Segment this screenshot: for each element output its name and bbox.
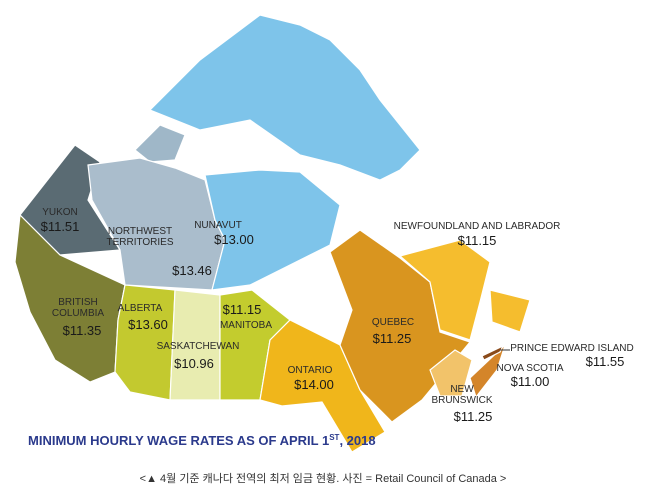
- region-name: NOVA SCOTIA: [496, 363, 563, 374]
- caption: <▲ 4월 기준 캐나다 전역의 최저 임금 현황. 사진 = Retail C…: [140, 472, 507, 485]
- region-wage: $13.00: [214, 232, 254, 247]
- provinces: [14, 14, 531, 453]
- region-name: PRINCE EDWARD ISLAND: [510, 343, 634, 354]
- region-wage: $11.25: [373, 331, 412, 346]
- nunavut: [204, 169, 341, 291]
- ontario: [259, 319, 386, 453]
- title-suffix: , 2018: [339, 433, 375, 448]
- region-wage: $11.00: [511, 374, 550, 389]
- new-brunswick: [429, 349, 473, 397]
- region-name: YUKON: [42, 207, 78, 218]
- region-wage: $11.15: [223, 302, 262, 317]
- region-name: SASKATCHEWAN: [157, 341, 240, 352]
- region-name: BRITISH: [58, 297, 97, 308]
- region-name: NEW: [450, 384, 474, 395]
- region-name: ALBERTA: [118, 303, 163, 314]
- region-wage: $14.00: [294, 377, 334, 392]
- region-wage: $11.51: [41, 219, 80, 234]
- region-name: BRUNSWICK: [431, 395, 492, 406]
- region-wage: $11.15: [458, 233, 497, 248]
- british-columbia: [14, 213, 126, 383]
- title-superscript: ST: [329, 433, 339, 442]
- newfoundland-island: [489, 289, 531, 333]
- region-name: QUEBEC: [372, 317, 414, 328]
- region-name: NORTHWEST: [108, 226, 172, 237]
- region-wage: $11.35: [63, 323, 102, 338]
- region-name: NUNAVUT: [194, 220, 242, 231]
- region-wage: $11.55: [586, 354, 625, 369]
- map-title: MINIMUM HOURLY WAGE RATES AS OF APRIL 1S…: [28, 433, 376, 448]
- region-wage: $10.96: [174, 356, 214, 371]
- region-wage: $13.60: [128, 317, 168, 332]
- region-name: MANITOBA: [220, 320, 272, 331]
- region-wage: $11.25: [454, 409, 493, 424]
- nunavut-islands: [148, 14, 421, 181]
- title-text: MINIMUM HOURLY WAGE RATES AS OF APRIL 1: [28, 433, 329, 448]
- region-name: TERRITORIES: [106, 237, 173, 248]
- region-wage: $13.46: [172, 263, 212, 278]
- region-name: ONTARIO: [288, 365, 333, 376]
- region-name: COLUMBIA: [52, 308, 105, 319]
- newfoundland-labrador: [398, 239, 491, 341]
- prince-edward-island: [481, 344, 505, 361]
- arctic-island: [134, 124, 186, 163]
- region-name: NEWFOUNDLAND AND LABRADOR: [394, 221, 561, 232]
